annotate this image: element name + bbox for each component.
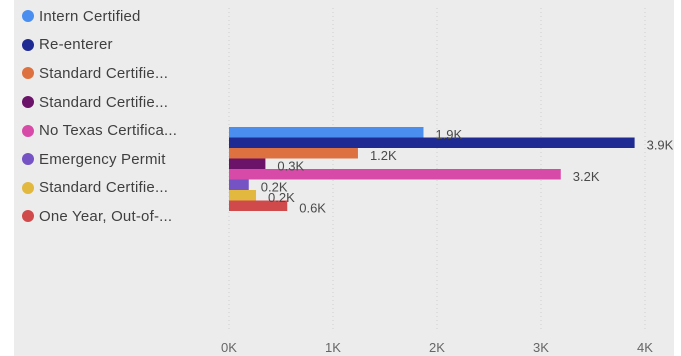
bar[interactable] [229,148,358,159]
data-label: 1.2K [370,148,397,163]
legend-label: Re-enterer [39,36,113,54]
legend-item[interactable]: No Texas Certifica... [22,116,177,145]
bar[interactable] [229,200,288,212]
legend-item[interactable]: One Year, Out-of-... [22,202,177,231]
x-tick-label: 3K [533,340,549,355]
legend-marker-icon [22,96,34,109]
data-label: 0.6K [299,201,326,216]
legend-item[interactable]: Emergency Permit [22,145,177,174]
chart-legend: Intern Certified Re-enterer Standard Certi… [22,2,177,231]
legend-item[interactable]: Intern Certified [22,2,177,31]
legend-label: Standard Certifie... [39,64,169,82]
legend-marker-icon [22,38,34,51]
x-tick-label: 0K [221,340,237,355]
legend-label: Standard Certifie... [39,179,169,197]
data-label: 1.9K [435,127,462,142]
bar[interactable] [229,179,249,191]
legend-marker-icon [22,67,34,80]
legend-label: No Texas Certifica... [39,122,178,140]
legend-item[interactable]: Standard Certifie... [22,88,177,117]
legend-item[interactable]: Standard Certifie... [22,59,177,88]
bar[interactable] [229,127,424,138]
data-label: 0.2K [268,190,295,205]
legend-item[interactable]: Re-enterer [22,31,177,60]
legend-marker-icon [22,181,34,194]
legend-label: Standard Certifie... [39,93,169,111]
data-label: 0.2K [261,180,288,195]
legend-marker-icon [22,10,34,23]
x-tick-label: 1K [325,340,341,355]
legend-item[interactable]: Standard Certifie... [22,174,177,203]
legend-label: Intern Certified [39,7,141,25]
bar[interactable] [229,190,257,201]
data-label: 3.9K [647,138,674,153]
legend-label: One Year, Out-of-... [39,207,173,225]
bar[interactable] [229,169,561,180]
legend-marker-icon [22,124,34,137]
legend-label: Emergency Permit [39,150,166,168]
data-label: 0.3K [277,159,304,174]
x-tick-label: 2K [429,340,445,355]
legend-marker-icon [22,210,34,223]
x-tick-label: 4K [637,340,653,355]
bar[interactable] [229,158,266,170]
data-label: 3.2K [573,169,600,184]
bar[interactable] [229,137,635,149]
legend-marker-icon [22,153,34,166]
